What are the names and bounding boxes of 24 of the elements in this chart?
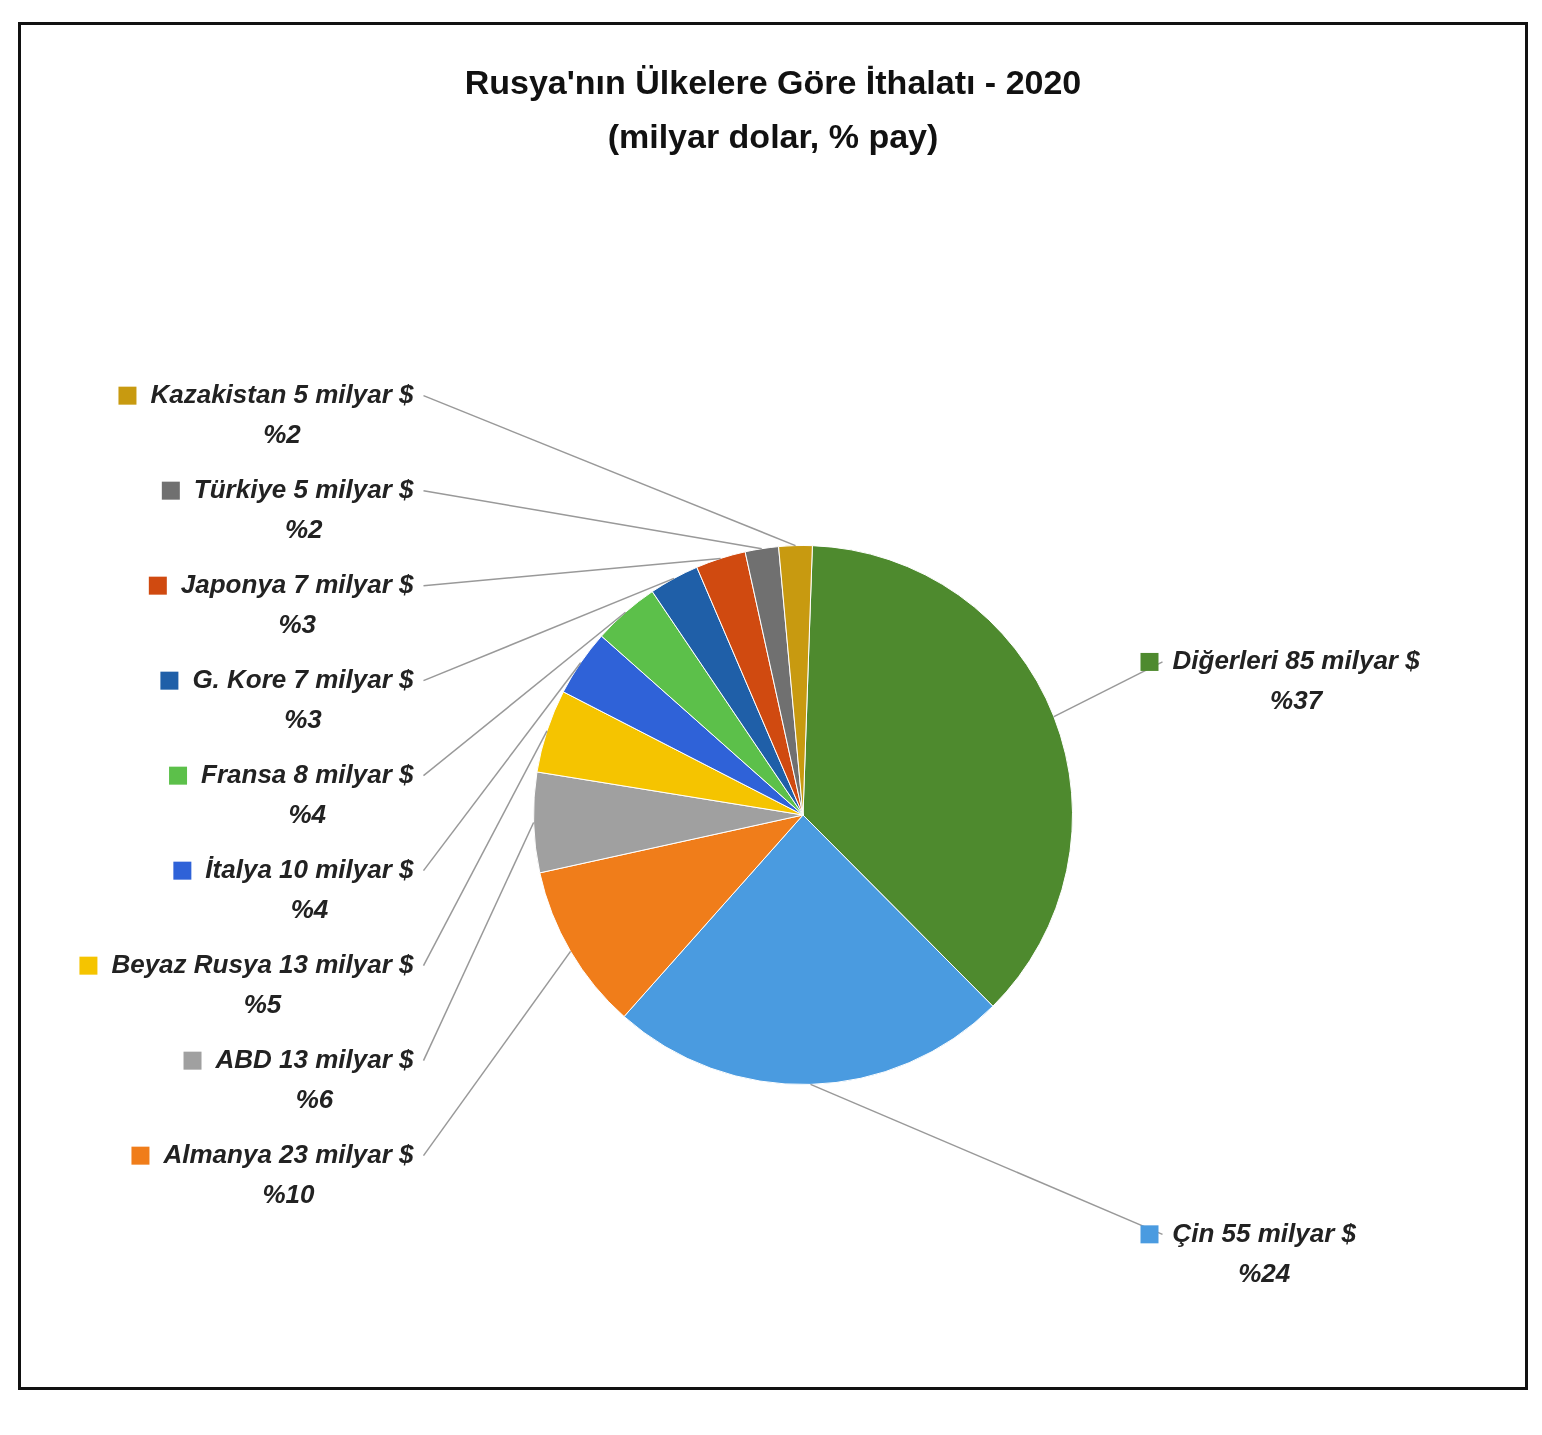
legend-label: Diğerleri 85 milyar $ [1172, 645, 1421, 676]
data-label: %10 [262, 1178, 316, 1209]
legend-label: Türkiye 5 milyar $ [193, 473, 415, 504]
legend-label: Japonya 7 milyar $ [180, 568, 415, 599]
data-label: %2 [284, 513, 323, 544]
legend-label: Çin 55 milyar $ [1172, 1217, 1357, 1248]
data-label: %4 [290, 893, 329, 924]
chart-title: Rusya'nın Ülkelere Göre İthalatı - 2020 [463, 63, 1083, 102]
data-label: %2 [263, 418, 302, 449]
chart-subtitle: (milyar dolar, % pay) [606, 117, 940, 156]
legend-label: Beyaz Rusya 13 milyar $ [111, 948, 415, 979]
data-label: %24 [1238, 1257, 1291, 1288]
data-label: %5 [243, 988, 282, 1019]
data-label: %37 [1270, 685, 1324, 716]
legend-label: G. Kore 7 milyar $ [192, 663, 415, 694]
legend-label: Fransa 8 milyar $ [201, 758, 415, 789]
legend-label: ABD 13 milyar $ [214, 1043, 415, 1074]
data-label: %4 [288, 798, 327, 829]
data-label: %6 [295, 1083, 334, 1114]
legend-label: Kazakistan 5 milyar $ [150, 378, 415, 409]
legend-label: İtalya 10 milyar $ [205, 853, 415, 884]
legend-label: Almanya 23 milyar $ [162, 1138, 415, 1169]
data-label: %3 [284, 703, 323, 734]
data-label: %3 [278, 608, 317, 639]
